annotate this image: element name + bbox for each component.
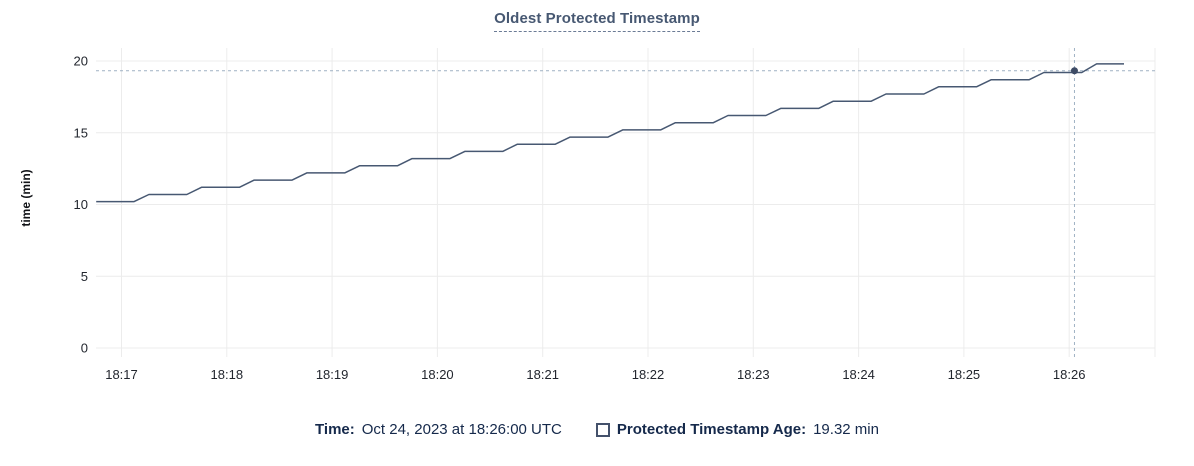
- hover-time-label: Time:: [315, 421, 355, 438]
- y-tick-label: 20: [74, 54, 88, 69]
- y-axis-title: time (min): [19, 169, 33, 226]
- hover-series-label: Protected Timestamp Age:: [616, 421, 807, 438]
- hover-dot: [1070, 67, 1078, 75]
- series-swatch-icon: [595, 422, 610, 437]
- chart-title-row: Oldest Protected Timestamp: [0, 10, 1194, 32]
- y-tick-label: 15: [74, 125, 88, 140]
- y-tick-label: 5: [81, 269, 88, 284]
- x-tick-label: 18:17: [105, 367, 138, 382]
- x-tick-label: 18:18: [211, 367, 244, 382]
- y-tick-label: 0: [81, 341, 88, 356]
- hover-series-value: 19.32 min: [813, 421, 879, 438]
- series-line: [96, 63, 1124, 203]
- x-tick-label: 18:26: [1053, 367, 1086, 382]
- chart-title[interactable]: Oldest Protected Timestamp: [494, 10, 700, 32]
- hover-time: Time: Oct 24, 2023 at 18:26:00 UTC: [315, 421, 562, 438]
- hover-time-value: Oct 24, 2023 at 18:26:00 UTC: [361, 421, 562, 438]
- x-tick-label: 18:21: [526, 367, 559, 382]
- x-tick-label: 18:22: [632, 367, 665, 382]
- x-tick-label: 18:19: [316, 367, 349, 382]
- x-tick-label: 18:23: [737, 367, 770, 382]
- hover-series: Protected Timestamp Age: 19.32 min: [595, 421, 879, 438]
- x-tick-label: 18:25: [948, 367, 981, 382]
- x-tick-label: 18:24: [842, 367, 875, 382]
- y-tick-label: 10: [74, 197, 88, 212]
- hover-legend: Time: Oct 24, 2023 at 18:26:00 UTC Prote…: [0, 421, 1194, 438]
- x-tick-label: 18:20: [421, 367, 454, 382]
- line-chart-canvas[interactable]: 0 5 10 15 20 18:17 18:18 18:19 18:20 18:21 18:22 18…: [0, 0, 1194, 400]
